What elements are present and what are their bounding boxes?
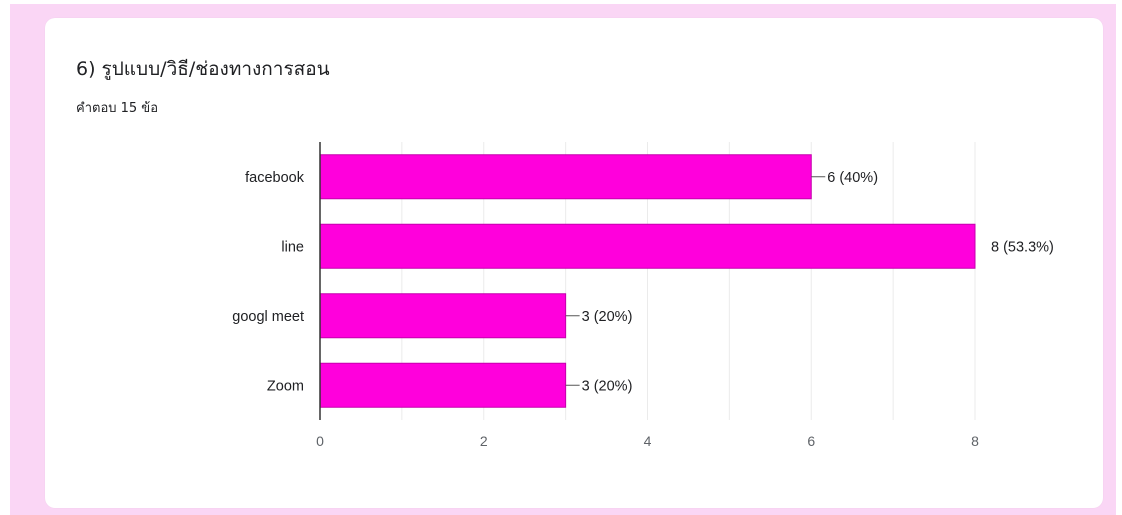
- category-label: line: [281, 239, 304, 255]
- bar-googl-meet: [319, 293, 567, 339]
- data-label: 3 (20%): [582, 309, 633, 325]
- chart-labels: facebook 6 (40%) line 8 (53.3%) googl meet 3 …: [232, 170, 1054, 395]
- category-label: Zoom: [267, 378, 304, 394]
- category-label: googl meet: [232, 309, 304, 325]
- bar-zoom: [319, 362, 567, 408]
- x-tick-label: 6: [807, 433, 815, 449]
- chart-axes: 0 2 4 6 8: [316, 142, 979, 449]
- data-label: 6 (40%): [827, 170, 878, 186]
- data-label: 8 (53.3%): [991, 239, 1054, 255]
- question-title: 6) รูปแบบ/วิธี/ช่องทางการสอน: [76, 58, 330, 80]
- bar-facebook: [319, 154, 812, 200]
- category-label: facebook: [245, 170, 305, 186]
- bar-line: [319, 223, 976, 269]
- x-tick-label: 0: [316, 433, 324, 449]
- response-count: คำตอบ 15 ข้อ: [76, 101, 158, 116]
- x-tick-label: 8: [971, 433, 979, 449]
- data-label: 3 (20%): [582, 378, 633, 394]
- chart-bars: [319, 154, 976, 408]
- x-tick-label: 4: [644, 433, 652, 449]
- x-tick-label: 2: [480, 433, 488, 449]
